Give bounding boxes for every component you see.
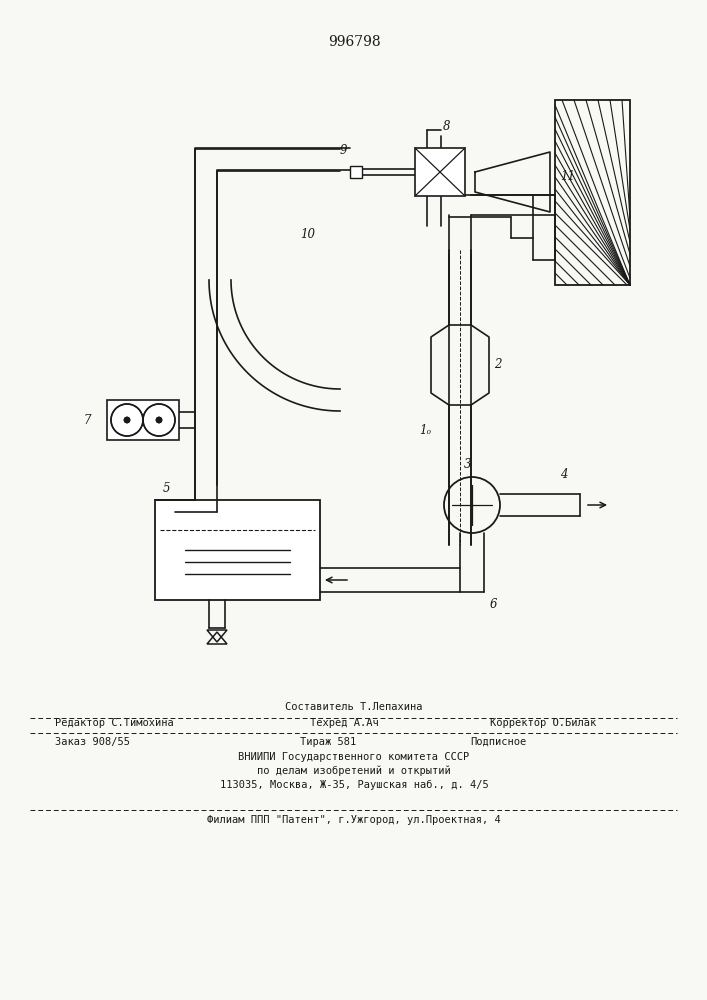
Text: 6: 6 [490,598,498,611]
Bar [415,148,465,196]
Circle shape [124,417,130,423]
Text: 996798: 996798 [327,35,380,49]
Bar [107,400,179,440]
Text: 5: 5 [163,482,170,494]
Circle shape [156,417,162,423]
Bar [555,100,630,285]
Text: Корректор О.Билак: Корректор О.Билак [490,718,596,728]
Circle shape [156,417,162,423]
Text: Тираж 581: Тираж 581 [300,737,356,747]
Text: по делам изобретений и открытий: по делам изобретений и открытий [257,766,451,776]
Text: ВНИИПИ Государственного комитета СССР: ВНИИПИ Государственного комитета СССР [238,752,469,762]
Text: 9: 9 [340,143,348,156]
Text: Техред А.Ач: Техред А.Ач [310,718,379,728]
Text: 4: 4 [560,468,568,482]
Circle shape [124,417,130,423]
Bar [350,166,362,178]
Text: 11: 11 [560,170,575,184]
Text: 10: 10 [300,229,315,241]
Bar [155,500,320,600]
Text: 8: 8 [443,119,450,132]
Text: Редактор С.Тимохина: Редактор С.Тимохина [55,718,174,728]
Text: Заказ 908/55: Заказ 908/55 [55,737,130,747]
Text: 1ₒ: 1ₒ [419,424,431,436]
Text: 2: 2 [494,359,501,371]
Text: Подписное: Подписное [470,737,526,747]
Text: 3: 3 [464,458,472,472]
Text: 7: 7 [83,414,91,426]
Text: Составитель Т.Лепахина: Составитель Т.Лепахина [285,702,423,712]
Text: 113035, Москва, Ж-35, Раушская наб., д. 4/5: 113035, Москва, Ж-35, Раушская наб., д. … [220,780,489,790]
Text: Филиам ППП "Патент", г.Ужгород, ул.Проектная, 4: Филиам ППП "Патент", г.Ужгород, ул.Проек… [207,815,501,825]
